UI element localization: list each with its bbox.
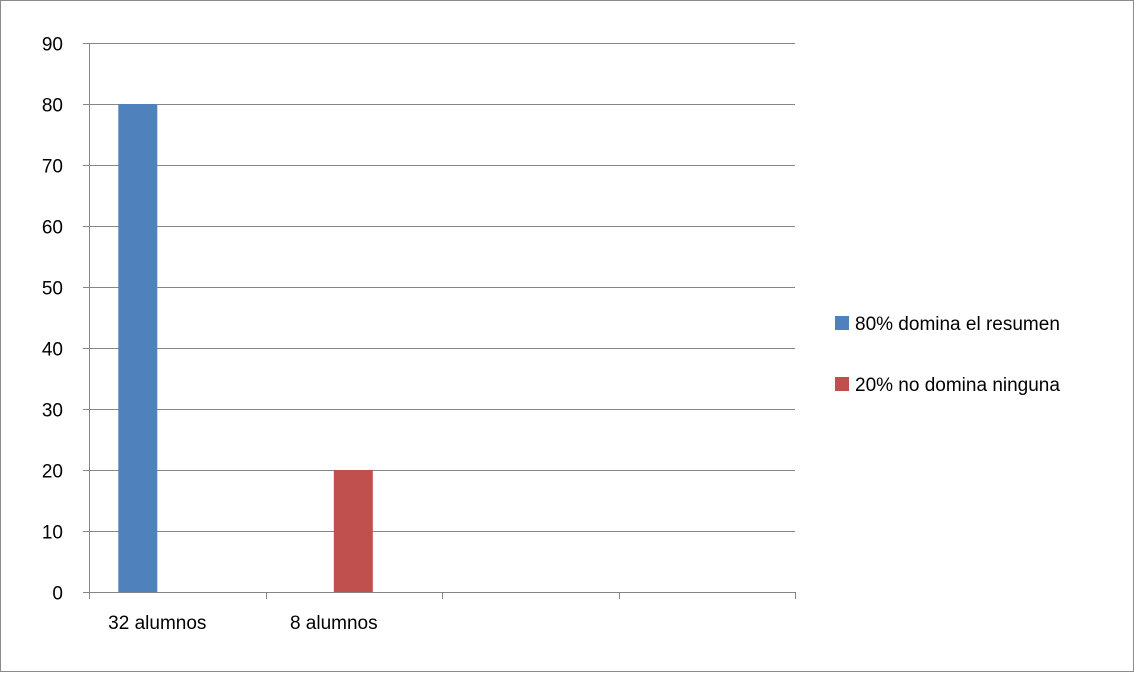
x-tick-labels: 32 alumnos 8 alumnos	[108, 613, 377, 634]
legend-label: 20% no domina ninguna	[855, 375, 1060, 396]
y-tick-label: 20	[42, 462, 63, 483]
legend-swatch	[835, 377, 849, 391]
y-tick-label: 30	[42, 401, 63, 422]
y-tick-label: 50	[42, 279, 63, 300]
gridlines	[83, 43, 795, 532]
y-tick-label: 10	[42, 523, 63, 544]
legend-label: 80% domina el resumen	[855, 314, 1060, 335]
legend: 80% domina el resumen 20% no domina ningu…	[835, 314, 1060, 396]
y-tick-label: 70	[42, 157, 63, 178]
axes	[83, 43, 796, 599]
x-tick-label: 32 alumnos	[108, 613, 206, 634]
y-tick-label: 40	[42, 340, 63, 361]
y-tick-labels: 0 10 20 30 40 50 60 70 80 90	[42, 35, 63, 605]
bar-2	[333, 470, 373, 592]
x-tick-label: 8 alumnos	[290, 613, 378, 634]
y-tick-label: 60	[42, 218, 63, 239]
legend-swatch	[835, 316, 849, 330]
y-tick-label: 0	[52, 584, 63, 605]
bars	[118, 104, 373, 592]
bar-1	[118, 104, 158, 592]
y-tick-label: 80	[42, 96, 63, 117]
y-tick-label: 90	[42, 35, 63, 56]
